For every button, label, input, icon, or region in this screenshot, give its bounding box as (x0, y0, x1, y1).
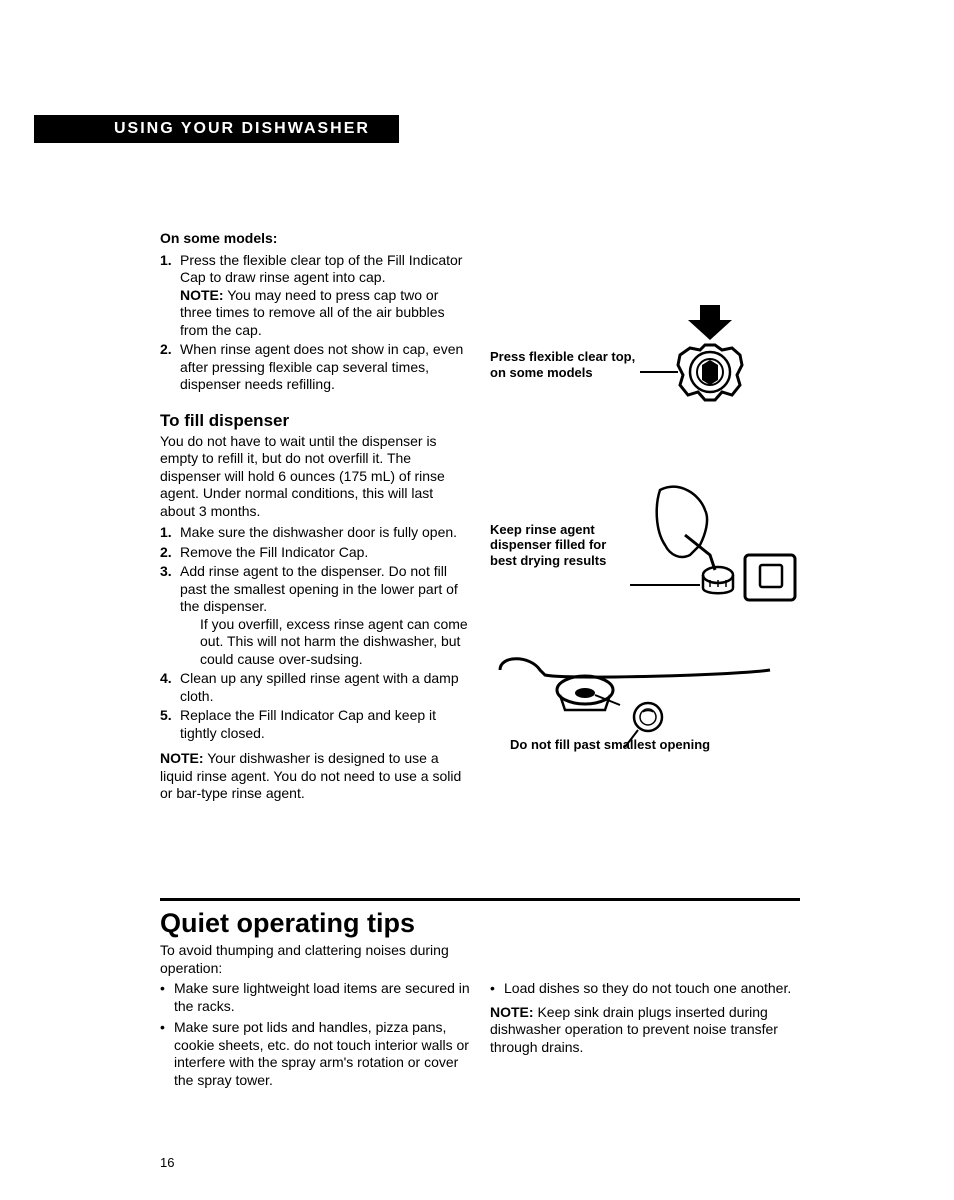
overfill-note: If you overfill, excess rinse agent can … (200, 616, 470, 669)
quiet-tips-right: • Load dishes so they do not touch one a… (490, 980, 800, 1056)
list-item: 2. When rinse agent does not show in cap… (160, 341, 470, 394)
subhead-fill-dispenser: To fill dispenser (160, 410, 470, 431)
step-number: 2. (160, 341, 180, 394)
step-number: 3. (160, 563, 180, 668)
page-number: 16 (160, 1155, 174, 1170)
note-label: NOTE: (180, 287, 224, 303)
bullet-text: Load dishes so they do not touch one ano… (504, 980, 800, 998)
bullet-text: Make sure lightweight load items are sec… (174, 980, 470, 1015)
quiet-tips-left: • Make sure lightweight load items are s… (160, 980, 470, 1093)
step-text: Clean up any spilled rinse agent with a … (180, 670, 470, 705)
cap-diagram-icon (640, 300, 800, 430)
diagram-do-not-fill: Do not fill past smallest opening (490, 645, 800, 753)
bullet-list: • Load dishes so they do not touch one a… (490, 980, 800, 998)
note-label: NOTE: (490, 1004, 534, 1020)
list-item: 1. Make sure the dishwasher door is full… (160, 524, 470, 542)
quiet-tips-intro: To avoid thumping and clattering noises … (160, 942, 470, 977)
bullet-icon: • (490, 980, 504, 998)
note-text: Keep sink drain plugs inserted during di… (490, 1004, 778, 1055)
liquid-rinse-note: NOTE: Your dishwasher is designed to use… (160, 750, 470, 803)
diagram-column: Press flexible clear top, on some models… (490, 300, 800, 753)
list-item: 2. Remove the Fill Indicator Cap. (160, 544, 470, 562)
diagram-label: Do not fill past smallest opening (510, 737, 800, 753)
fill-intro: You do not have to wait until the dispen… (160, 433, 470, 521)
list-item: 4. Clean up any spilled rinse agent with… (160, 670, 470, 705)
left-column: On some models: 1. Press the flexible cl… (160, 230, 470, 803)
diagram-label: Keep rinse agent dispenser filled for be… (490, 522, 630, 569)
step-number: 2. (160, 544, 180, 562)
step-text: Press the flexible clear top of the Fill… (180, 252, 470, 340)
step-text: Add rinse agent to the dispenser. Do not… (180, 563, 470, 668)
step-text: When rinse agent does not show in cap, e… (180, 341, 470, 394)
bullet-icon: • (160, 980, 174, 1015)
fill-steps: 1. Make sure the dishwasher door is full… (160, 524, 470, 742)
section-header: USING YOUR DISHWASHER (34, 115, 399, 143)
diagram-press-cap: Press flexible clear top, on some models (490, 300, 800, 430)
bullet-text: Make sure pot lids and handles, pizza pa… (174, 1019, 470, 1089)
text: Add rinse agent to the dispenser. Do not… (180, 563, 458, 614)
bullet-list: • Make sure lightweight load items are s… (160, 980, 470, 1089)
note-text: Your dishwasher is designed to use a liq… (160, 750, 461, 801)
hand-dispenser-icon (630, 480, 800, 610)
list-item: • Make sure lightweight load items are s… (160, 980, 470, 1015)
bullet-icon: • (160, 1019, 174, 1089)
list-item: • Make sure pot lids and handles, pizza … (160, 1019, 470, 1089)
subhead-some-models: On some models: (160, 230, 470, 248)
diagram-keep-filled: Keep rinse agent dispenser filled for be… (490, 480, 800, 610)
step-number: 5. (160, 707, 180, 742)
step-text: Remove the Fill Indicator Cap. (180, 544, 470, 562)
diagram-label: Press flexible clear top, on some models (490, 349, 640, 380)
step-text: Replace the Fill Indicator Cap and keep … (180, 707, 470, 742)
step-number: 1. (160, 252, 180, 340)
drain-note: NOTE: Keep sink drain plugs inserted dur… (490, 1004, 800, 1057)
note-label: NOTE: (160, 750, 204, 766)
step-number: 4. (160, 670, 180, 705)
list-item: 3. Add rinse agent to the dispenser. Do … (160, 563, 470, 668)
text: Press the flexible clear top of the Fill… (180, 252, 462, 286)
list-item: 1. Press the flexible clear top of the F… (160, 252, 470, 340)
section-divider (160, 898, 800, 901)
list-item: 5. Replace the Fill Indicator Cap and ke… (160, 707, 470, 742)
quiet-tips-heading: Quiet operating tips (160, 908, 415, 939)
step-text: Make sure the dishwasher door is fully o… (180, 524, 470, 542)
list-item: • Load dishes so they do not touch one a… (490, 980, 800, 998)
some-models-steps: 1. Press the flexible clear top of the F… (160, 252, 470, 394)
step-number: 1. (160, 524, 180, 542)
